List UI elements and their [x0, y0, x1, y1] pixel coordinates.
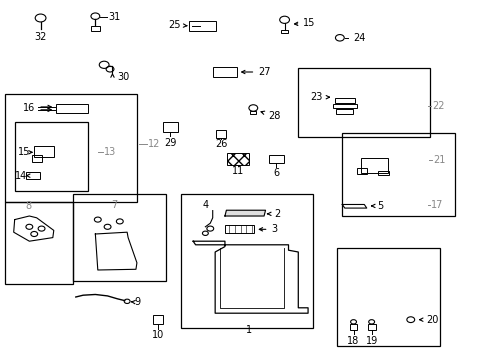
Text: 28: 28	[261, 111, 280, 121]
Text: 5: 5	[371, 201, 383, 211]
Text: 6: 6	[273, 168, 279, 178]
Bar	[268, 155, 283, 163]
Bar	[213, 67, 236, 77]
Text: 4: 4	[202, 199, 208, 210]
Bar	[334, 98, 354, 103]
Bar	[280, 30, 288, 33]
Text: 16: 16	[23, 103, 35, 113]
Text: 12: 12	[148, 139, 160, 149]
Bar	[56, 104, 88, 113]
Bar	[34, 146, 54, 157]
Text: 10: 10	[151, 330, 164, 340]
Bar	[189, 21, 216, 31]
Bar	[378, 171, 388, 175]
Bar	[216, 130, 225, 138]
Text: 20: 20	[419, 315, 438, 325]
Bar	[356, 168, 366, 174]
Bar	[91, 26, 100, 31]
Text: 15: 15	[294, 18, 315, 28]
Bar	[337, 248, 439, 346]
Bar	[250, 111, 256, 114]
Text: 25: 25	[168, 20, 186, 30]
Bar	[226, 153, 249, 165]
Bar	[5, 94, 137, 202]
Bar	[332, 104, 356, 108]
Text: 18: 18	[346, 336, 359, 346]
Text: 14: 14	[15, 171, 27, 181]
Text: 26: 26	[214, 139, 227, 149]
Bar	[298, 68, 429, 137]
Text: 30: 30	[117, 72, 129, 82]
Bar	[163, 122, 177, 132]
Text: 23: 23	[310, 92, 329, 102]
Text: 9: 9	[131, 297, 141, 307]
Bar	[181, 194, 312, 328]
Bar	[367, 324, 375, 330]
Text: 3: 3	[259, 224, 277, 234]
Text: 8: 8	[25, 201, 31, 211]
Text: 32: 32	[34, 32, 47, 42]
Bar	[224, 225, 254, 233]
Bar	[26, 172, 40, 179]
Text: 7: 7	[111, 199, 117, 210]
Text: 13: 13	[104, 147, 116, 157]
Bar	[73, 194, 166, 281]
Text: 22: 22	[431, 101, 444, 111]
Bar	[336, 109, 352, 114]
Text: 27: 27	[241, 67, 270, 77]
Text: 11: 11	[231, 166, 244, 176]
Bar	[349, 324, 357, 330]
Text: 29: 29	[163, 138, 176, 148]
Bar	[360, 158, 387, 173]
Bar	[5, 202, 73, 284]
Text: 21: 21	[432, 155, 445, 165]
Text: 24: 24	[352, 33, 365, 43]
Text: 15: 15	[19, 147, 31, 157]
Bar	[152, 315, 163, 324]
Bar	[15, 122, 88, 191]
Text: 17: 17	[430, 200, 443, 210]
Bar	[32, 155, 41, 162]
Text: 2: 2	[267, 209, 280, 219]
Polygon shape	[224, 210, 265, 216]
Text: 19: 19	[365, 336, 377, 346]
Bar	[342, 133, 454, 216]
Text: 31: 31	[108, 12, 121, 22]
Text: 1: 1	[246, 325, 252, 335]
